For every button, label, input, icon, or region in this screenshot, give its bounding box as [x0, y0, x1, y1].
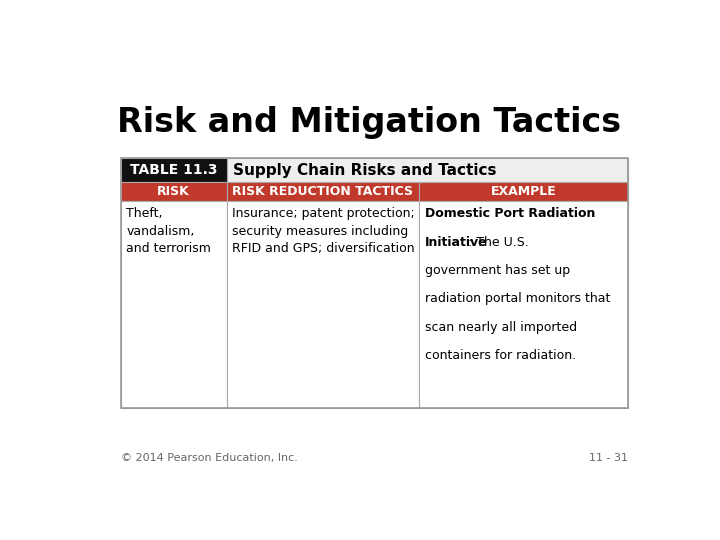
Text: containers for radiation.: containers for radiation. [425, 349, 576, 362]
Text: Theft,
vandalism,
and terrorism: Theft, vandalism, and terrorism [126, 207, 211, 255]
Text: EXAMPLE: EXAMPLE [491, 185, 557, 198]
Bar [121, 158, 629, 182]
Text: Insurance; patent protection;
security measures including
RFID and GPS; diversif: Insurance; patent protection; security m… [233, 207, 415, 255]
Text: 11 - 31: 11 - 31 [590, 453, 629, 463]
Bar [227, 201, 419, 408]
Text: Risk and Mitigation Tactics: Risk and Mitigation Tactics [117, 106, 621, 139]
Bar [121, 158, 629, 408]
Text: government has set up: government has set up [425, 264, 570, 277]
Text: TABLE 11.3: TABLE 11.3 [130, 163, 217, 177]
Text: RISK: RISK [158, 185, 190, 198]
Bar [419, 201, 629, 408]
Text: radiation portal monitors that: radiation portal monitors that [425, 292, 610, 305]
Bar [419, 182, 629, 201]
Bar [121, 158, 227, 182]
Text: Supply Chain Risks and Tactics: Supply Chain Risks and Tactics [233, 163, 497, 178]
Bar [227, 182, 419, 201]
Bar [121, 182, 227, 201]
Text: : The U.S.: : The U.S. [468, 235, 528, 249]
Text: scan nearly all imported: scan nearly all imported [425, 321, 577, 334]
Text: © 2014 Pearson Education, Inc.: © 2014 Pearson Education, Inc. [121, 453, 297, 463]
Text: Domestic Port Radiation: Domestic Port Radiation [425, 207, 595, 220]
Bar [121, 201, 227, 408]
Text: Initiative: Initiative [425, 235, 487, 249]
Text: RISK REDUCTION TACTICS: RISK REDUCTION TACTICS [233, 185, 413, 198]
